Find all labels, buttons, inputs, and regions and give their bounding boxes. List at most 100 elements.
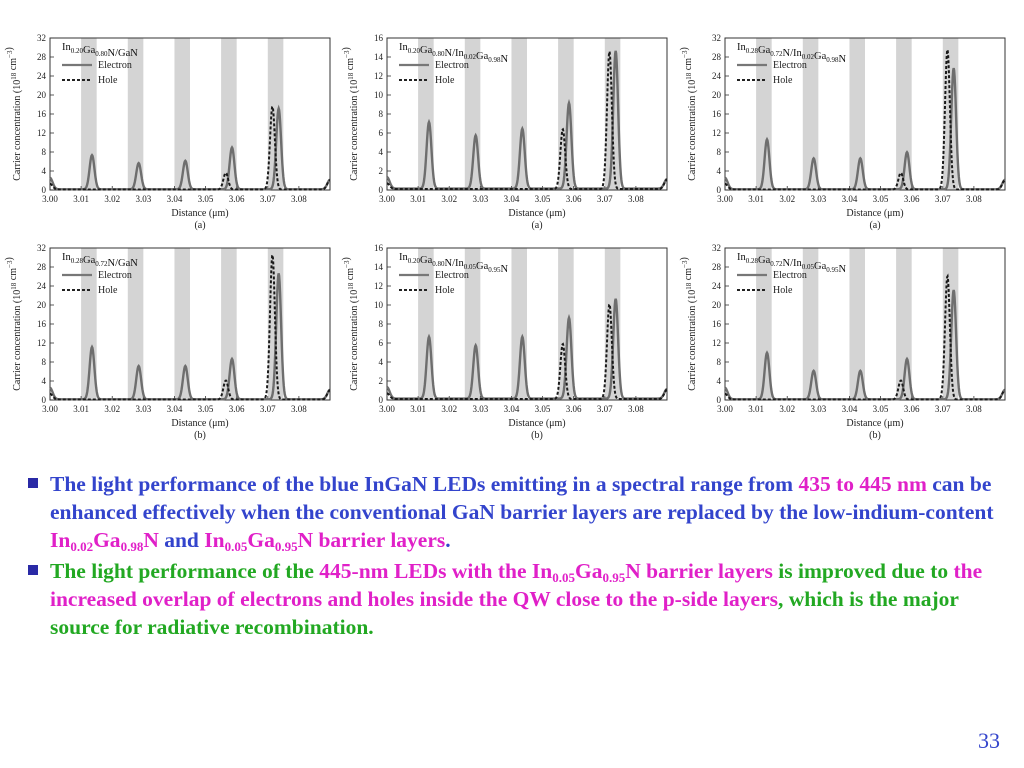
y-axis-label-part: cm bbox=[683, 58, 694, 73]
x-axis-label: Distance (μm) bbox=[171, 418, 228, 429]
x-tick-label: 3.03 bbox=[135, 404, 151, 414]
y-axis-label-sup: −3 bbox=[6, 260, 14, 268]
chart-title-part: Ga bbox=[420, 255, 433, 266]
y-tick-label: 32 bbox=[37, 243, 46, 253]
legend: Electron Hole bbox=[737, 270, 807, 296]
well-band bbox=[802, 38, 819, 190]
x-tick-label: 3.00 bbox=[379, 194, 395, 204]
y-axis-label-part: Carrier concentration (10 bbox=[687, 290, 698, 391]
subscript-text: 0.05 bbox=[224, 539, 248, 554]
y-tick-label: 20 bbox=[712, 300, 722, 310]
y-tick-label: 16 bbox=[712, 319, 722, 329]
y-axis-label: Carrier concentration (1018 cm−3) bbox=[341, 257, 360, 391]
panel-label: (a) bbox=[869, 220, 880, 231]
chart-title: In0.20Ga0.80N/In0.05Ga0.95N bbox=[399, 252, 509, 275]
chart-title-subscript: 0.80 bbox=[95, 50, 108, 58]
x-tick-label: 3.01 bbox=[410, 194, 426, 204]
chart-title-subscript: 0.98 bbox=[826, 56, 839, 64]
y-tick-label: 12 bbox=[37, 338, 46, 348]
chart-title-part: N bbox=[839, 264, 847, 275]
bullet-item-2: The light performance of the 445-nm LEDs… bbox=[28, 557, 1018, 641]
y-axis-label-sup: 18 bbox=[347, 72, 355, 80]
y-tick-label: 4 bbox=[717, 166, 722, 176]
chart-title-part: Ga bbox=[758, 255, 771, 266]
chart-title-part: Ga bbox=[758, 45, 771, 56]
well-band bbox=[604, 248, 621, 400]
y-tick-label: 2 bbox=[379, 166, 384, 176]
y-tick-label: 10 bbox=[374, 300, 384, 310]
x-tick-label: 3.07 bbox=[260, 404, 276, 414]
y-axis-label-part: Carrier concentration (10 bbox=[687, 80, 698, 181]
text-run: N bbox=[143, 528, 159, 552]
y-tick-label: 14 bbox=[374, 52, 384, 62]
y-tick-label: 14 bbox=[374, 262, 384, 272]
x-axis-label: Distance (μm) bbox=[846, 418, 903, 429]
x-tick-label: 3.08 bbox=[628, 194, 644, 204]
panel-label: (b) bbox=[531, 430, 543, 441]
chart-panel-5: 0 2 4 6 8 10 12 14 16 3.00 3.01 3.02 3.03 3.04 3.05 3.0… bbox=[341, 240, 675, 455]
text-run: is improved due to bbox=[772, 559, 954, 583]
y-axis-label-part: ) bbox=[4, 257, 15, 260]
chart-svg: 0 4 8 12 16 20 24 28 32 3.00 3.01 3.02 3.03 3.04 3.05 3… bbox=[679, 243, 1006, 441]
panel-label: (a) bbox=[531, 220, 542, 231]
y-axis-label: Carrier concentration (1018 cm−3) bbox=[4, 257, 23, 391]
y-tick-label: 24 bbox=[37, 281, 47, 291]
chart-svg: 0 4 8 12 16 20 24 28 32 3.00 3.01 3.02 3.03 3.04 3.05 3… bbox=[4, 33, 331, 231]
legend-electron-label: Electron bbox=[98, 270, 132, 281]
subscript-text: 0.98 bbox=[120, 539, 144, 554]
text-run: Ga bbox=[93, 528, 121, 552]
chart-title-subscript: 0.80 bbox=[432, 260, 445, 268]
bullet-item-1: The light performance of the blue InGaN … bbox=[28, 470, 1018, 554]
chart-title: In0.20Ga0.80N/In0.02Ga0.98N bbox=[399, 42, 509, 65]
chart-title-part: In bbox=[62, 42, 71, 53]
chart-title-subscript: 0.95 bbox=[826, 266, 839, 274]
x-tick-label: 3.08 bbox=[966, 404, 982, 414]
legend-electron-label: Electron bbox=[435, 60, 469, 71]
x-tick-label: 3.04 bbox=[842, 404, 858, 414]
x-tick-label: 3.04 bbox=[504, 404, 520, 414]
bullet-list: The light performance of the blue InGaN … bbox=[28, 470, 1018, 644]
y-tick-label: 12 bbox=[374, 281, 383, 291]
y-tick-label: 6 bbox=[379, 128, 384, 138]
y-tick-label: 0 bbox=[717, 395, 722, 405]
y-tick-label: 20 bbox=[37, 90, 47, 100]
legend-electron-label: Electron bbox=[773, 60, 807, 71]
y-tick-label: 8 bbox=[42, 147, 47, 157]
y-tick-label: 28 bbox=[37, 262, 47, 272]
chart-title-part: In bbox=[399, 42, 408, 53]
x-axis-label: Distance (μm) bbox=[171, 208, 228, 219]
legend-electron-label: Electron bbox=[773, 270, 807, 281]
x-tick-label: 3.02 bbox=[441, 404, 457, 414]
y-tick-label: 24 bbox=[712, 281, 722, 291]
y-tick-label: 20 bbox=[37, 300, 47, 310]
y-axis-label-sup: −3 bbox=[681, 260, 689, 268]
chart-title-subscript: 0.72 bbox=[770, 260, 783, 268]
x-tick-label: 3.01 bbox=[748, 194, 764, 204]
chart-panel-4: 0 4 8 12 16 20 24 28 32 3.00 3.01 3.02 3.03 3.04 3.05 3… bbox=[4, 240, 338, 455]
x-tick-label: 3.05 bbox=[198, 404, 214, 414]
y-tick-label: 32 bbox=[712, 33, 721, 43]
text-run: , which is the major source for radiativ… bbox=[50, 587, 959, 639]
x-tick-label: 3.02 bbox=[104, 194, 120, 204]
subscript-text: 0.95 bbox=[602, 570, 626, 585]
text-run: and bbox=[158, 528, 205, 552]
well-band bbox=[418, 248, 434, 400]
chart-title-subscript: 0.72 bbox=[95, 260, 108, 268]
y-axis-label: Carrier concentration (1018 cm−3) bbox=[4, 47, 23, 181]
y-tick-label: 10 bbox=[374, 90, 384, 100]
y-axis-label-part: cm bbox=[345, 268, 356, 283]
y-tick-label: 8 bbox=[379, 319, 384, 329]
bullet-square-icon bbox=[28, 565, 38, 575]
y-tick-label: 0 bbox=[42, 185, 47, 195]
y-tick-label: 8 bbox=[717, 357, 722, 367]
chart-title-subscript: 0.28 bbox=[71, 257, 84, 265]
x-tick-label: 3.06 bbox=[904, 404, 920, 414]
y-tick-label: 24 bbox=[37, 71, 47, 81]
y-tick-label: 4 bbox=[42, 376, 47, 386]
x-tick-label: 3.00 bbox=[42, 404, 58, 414]
chart-title-part: N bbox=[501, 54, 509, 65]
y-tick-label: 12 bbox=[374, 71, 383, 81]
y-tick-label: 2 bbox=[379, 376, 384, 386]
well-band bbox=[81, 38, 97, 190]
chart-title-subscript: 0.02 bbox=[802, 53, 815, 61]
